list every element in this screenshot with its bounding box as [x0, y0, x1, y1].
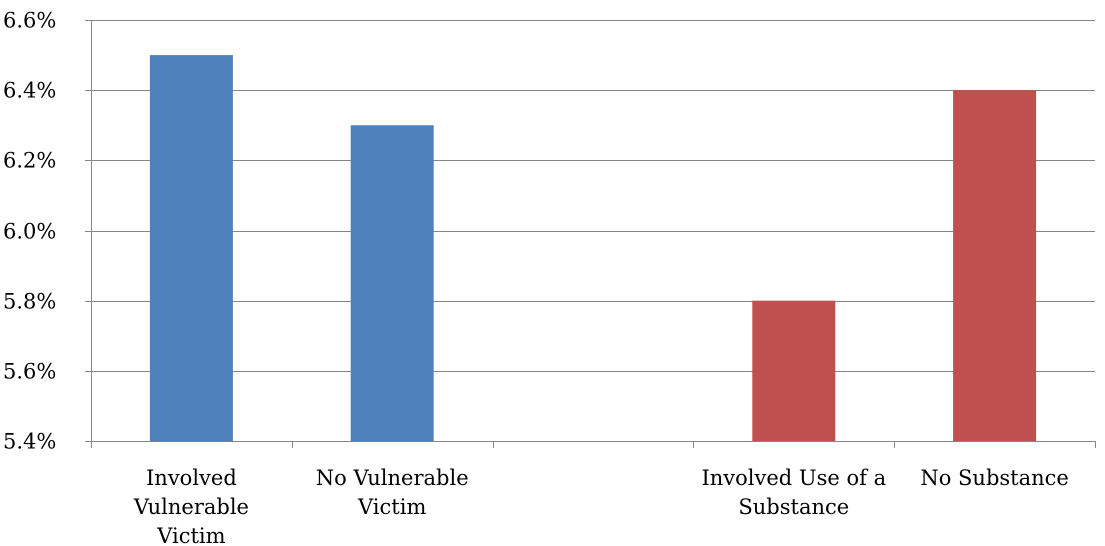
- x-tick-label: Victim: [357, 495, 426, 519]
- gridlines: [91, 20, 1095, 372]
- y-tick-label: 5.6%: [3, 360, 56, 384]
- x-tick-label: No Vulnerable: [316, 466, 469, 490]
- x-tick-label: Vulnerable: [133, 495, 249, 519]
- axes: [91, 20, 1095, 442]
- x-tick-label: Involved Use of a: [701, 466, 886, 490]
- x-axis-ticks: Involved Vulnerable Victim No Vulnerable Vic…: [91, 441, 1096, 546]
- y-axis-ticks: 5.4% 5.6% 5.8% 6.0% 6.2% 6.4% 6.6%: [3, 9, 91, 454]
- y-tick-label: 5.8%: [3, 290, 56, 314]
- y-tick-label: 6.6%: [3, 9, 56, 33]
- x-tick-label: Involved: [146, 466, 237, 490]
- bar: [752, 300, 836, 441]
- bars: [149, 55, 1037, 442]
- bar: [953, 90, 1037, 442]
- bar: [350, 125, 434, 441]
- y-tick-label: 5.4%: [3, 430, 56, 454]
- y-tick-label: 6.0%: [3, 220, 56, 244]
- y-tick-label: 6.4%: [3, 79, 56, 103]
- x-tick-label: Substance: [738, 495, 849, 519]
- bar: [149, 55, 233, 441]
- x-tick-label: Victim: [156, 524, 225, 546]
- x-tick-label: No Substance: [920, 466, 1069, 490]
- y-tick-label: 6.2%: [3, 149, 56, 173]
